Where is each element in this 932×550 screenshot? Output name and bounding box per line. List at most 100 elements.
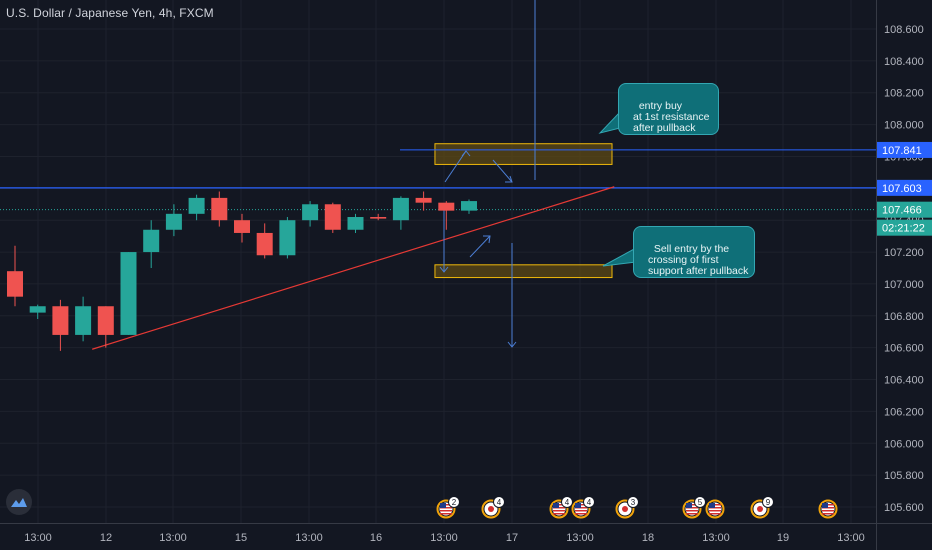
candle-body [52,306,69,335]
candle-body [370,217,387,219]
y-tick-label: 107.200 [884,247,924,259]
event-count-badge [762,496,774,508]
economic-events: 2 4 4 4 3 5 9 [436,496,838,519]
y-tick-label: 108.000 [884,120,924,132]
flag-stripe [686,513,698,515]
candle-body [461,201,477,211]
flag-canton [822,503,828,508]
candle [143,220,160,268]
candle [438,201,455,230]
x-tick-label: 17 [506,532,518,544]
flag-stripe [553,513,565,515]
flag-canton [575,503,581,508]
candle-body [75,306,92,335]
candle-body [302,204,319,221]
arrow-up-pullback [469,235,491,258]
candle-body [211,197,228,221]
candle [256,223,273,259]
candle-body [415,197,432,203]
candle-body [438,202,455,211]
flag-canton [553,503,559,508]
candle [279,217,296,259]
event-ring [481,499,501,519]
event-count-badge [694,496,706,508]
price-tag-text: 107.466 [882,205,922,217]
flag-stripe [822,513,834,515]
arrow-down [492,159,513,183]
price-tag-bg [877,179,932,196]
candle-body [29,306,46,313]
event-ring [818,499,838,519]
tradingview-logo-icon[interactable] [6,489,32,515]
flag-canton [709,503,715,508]
y-tick-label: 106.200 [884,406,924,418]
flag-stripe [575,510,587,512]
price-zone [434,143,613,165]
note-pointer [598,110,621,134]
x-tick-label: 13:00 [159,532,187,544]
y-tick-label: 106.800 [884,311,924,323]
x-tick-label: 13:00 [430,532,458,544]
event-marker-us: 5 [682,496,706,519]
candle [97,306,114,348]
candle-body [188,197,205,214]
flag-stripe [440,510,452,512]
flag-stripe [553,510,565,512]
event-marker-jp: 3 [615,496,639,519]
symbol-title: U.S. Dollar / Japanese Yen, 4h, FXCM [6,6,214,20]
y-tick-label: 105.800 [884,470,924,482]
event-count: 9 [766,498,771,507]
price-tag-bg [877,201,932,218]
arrow-head [507,341,517,348]
candle [392,196,409,230]
note-text: entry buy at 1st resistance after pullba… [633,100,710,134]
flag-stripe [440,513,452,515]
arrow-head [505,175,513,183]
candle-body [324,204,341,230]
event-marker-jp: 4 [481,496,505,519]
event-count-badge [627,496,639,508]
flag-stripe [709,513,721,515]
trendline [92,186,615,350]
event-ring [549,499,569,519]
price-zone [434,264,613,279]
event-marker-jp: 9 [750,496,774,519]
candle-body [120,252,137,335]
countdown-tag: 02:21:22 [877,219,932,236]
note-entry-buy[interactable]: entry buy at 1st resistance after pullba… [618,83,719,135]
event-count-badge [561,496,573,508]
candle [324,202,341,233]
flag-sun [757,506,763,512]
candle-body [143,229,160,253]
flag-canton [686,503,692,508]
flag-sun [622,506,628,512]
y-tick-label: 108.200 [884,88,924,100]
event-ring [682,499,702,519]
y-tick-label: 106.400 [884,375,924,387]
flag-stripe [686,510,698,512]
event-marker-us: 4 [549,496,573,519]
price-tag-text: 107.841 [882,145,922,157]
candle [234,213,250,243]
price-tag-text: 107.603 [882,183,922,195]
candle-body [7,271,23,297]
note-text: Sell entry by the crossing of first supp… [648,243,749,277]
x-tick-label: 19 [777,532,789,544]
candle-body [256,232,273,256]
event-marker-us [818,499,838,519]
y-tick-label: 108.600 [884,24,924,36]
x-tick-label: 18 [642,532,654,544]
candle-body [279,220,296,256]
candle-body [234,220,250,233]
flag-sun [488,506,494,512]
event-ring [615,499,635,519]
flag-stripe [575,513,587,515]
event-marker-us: 4 [571,496,595,519]
current-price-tag: 107.466 [877,201,932,218]
candle [75,296,92,342]
event-ring [436,499,456,519]
candle [370,213,387,221]
flag-stripe [822,510,834,512]
note-sell-entry[interactable]: Sell entry by the crossing of first supp… [633,226,755,278]
